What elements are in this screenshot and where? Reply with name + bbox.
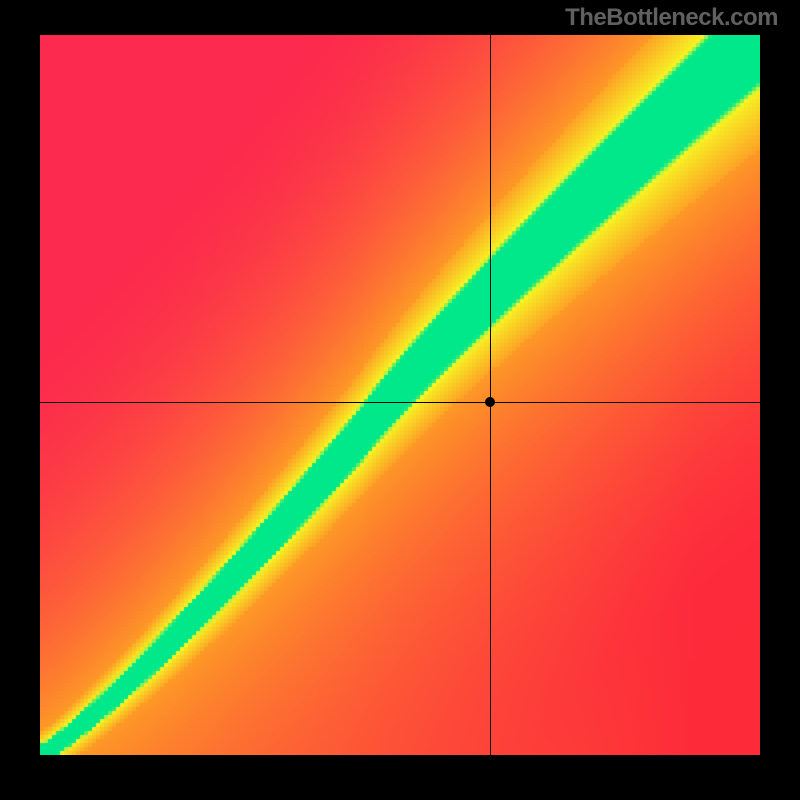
plot-area bbox=[40, 35, 760, 755]
heatmap-canvas bbox=[40, 35, 760, 755]
watermark-text: TheBottleneck.com bbox=[565, 4, 778, 32]
chart-container: TheBottleneck.com bbox=[0, 0, 800, 800]
crosshair-dot bbox=[485, 397, 495, 407]
crosshair-vertical bbox=[490, 35, 491, 755]
crosshair-horizontal bbox=[40, 402, 760, 403]
